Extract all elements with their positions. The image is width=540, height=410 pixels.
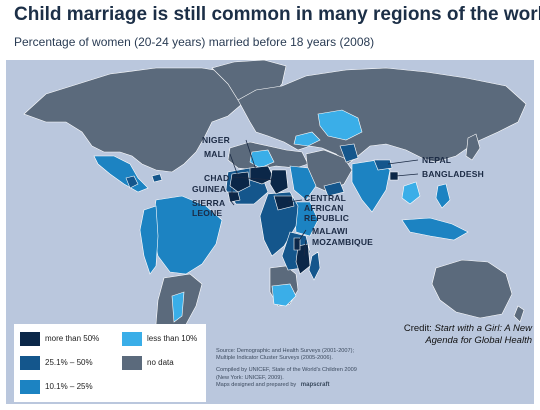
map-legend: more than 50% 25.1% – 50% 10.1% – 25% le… bbox=[14, 324, 206, 402]
legend-swatch bbox=[122, 356, 142, 370]
no-data-landmasses bbox=[23, 60, 527, 361]
credit-prefix: Credit: bbox=[403, 323, 435, 334]
map-title: Child marriage is still common in many r… bbox=[14, 4, 540, 25]
credit-line1: Credit: Start with a Girl: A New bbox=[376, 323, 532, 335]
bangladesh-region bbox=[389, 171, 399, 181]
dominican-region bbox=[151, 173, 163, 183]
new-zealand-region bbox=[513, 305, 525, 323]
south-africa-light-region bbox=[271, 283, 297, 307]
algeria-light-region bbox=[249, 149, 275, 169]
source-line: Multiple Indicator Cluster Surveys (2005… bbox=[216, 355, 333, 362]
central-africa-region bbox=[259, 191, 299, 257]
car-label-line3: REPUBLIC bbox=[304, 213, 350, 223]
world-map bbox=[23, 60, 527, 361]
legend-label: more than 50% bbox=[45, 334, 100, 343]
source-line: (New York: UNICEF, 2009). bbox=[216, 374, 284, 381]
australia-region bbox=[431, 259, 513, 319]
chad-label: CHAD bbox=[204, 173, 230, 183]
car-leader bbox=[287, 199, 303, 203]
more-than-50-regions bbox=[227, 165, 399, 275]
source-notes: Source: Demographic and Health Surveys (… bbox=[216, 348, 386, 389]
central-asia-light-region bbox=[317, 109, 363, 141]
legend-swatch bbox=[20, 380, 40, 394]
malawi-leader bbox=[297, 229, 307, 243]
philippines-region bbox=[435, 183, 451, 209]
niger-label: NIGER bbox=[202, 135, 230, 145]
source-prepared-by: Maps designed and prepared by bbox=[216, 381, 297, 388]
mali-leader bbox=[229, 153, 239, 177]
bangladesh-leader bbox=[395, 173, 419, 177]
nepal-region bbox=[373, 159, 393, 171]
turkey-light-region bbox=[293, 131, 321, 147]
japan-region bbox=[465, 133, 481, 161]
indonesia-region bbox=[401, 217, 469, 241]
guinea-label: GUINEA bbox=[192, 184, 227, 194]
madagascar-region bbox=[308, 251, 321, 281]
world-map-panel: NIGER MALI CHAD GUINEA SIERRA LEONE CENT… bbox=[6, 60, 534, 404]
yemen-region bbox=[323, 181, 345, 197]
legend-swatch bbox=[122, 332, 142, 346]
se-asia-light-region bbox=[401, 181, 421, 205]
legend-label: less than 10% bbox=[147, 334, 198, 343]
nepal-leader bbox=[387, 159, 419, 165]
map-subtitle: Percentage of women (20-24 years) marrie… bbox=[14, 35, 375, 49]
car-label-line1: CENTRAL bbox=[304, 193, 347, 203]
mozambique-label: MOZAMBIQUE bbox=[312, 237, 374, 247]
guatemala-region bbox=[125, 175, 139, 189]
mozambique-region bbox=[295, 243, 311, 275]
p10-25-regions bbox=[93, 155, 469, 275]
mapscraft-logo: mapscraft bbox=[300, 381, 330, 388]
source-line: Compiled by UNICEF, State of the World's… bbox=[216, 367, 357, 374]
malawi-label: MALAWI bbox=[312, 226, 348, 236]
legend-swatch bbox=[20, 356, 40, 370]
mali-label: MALI bbox=[204, 149, 226, 159]
source-line: Maps designed and prepared by mapscraft bbox=[216, 382, 386, 389]
car-label-line2: AFRICAN bbox=[304, 203, 344, 213]
car-region bbox=[273, 195, 295, 211]
legend-swatch bbox=[20, 332, 40, 346]
legend-label: no data bbox=[147, 358, 174, 367]
bangladesh-label: BANGLADESH bbox=[422, 169, 484, 179]
north-east-africa-region bbox=[289, 165, 317, 201]
credit-work-title: Start with a Girl: A New bbox=[434, 323, 533, 334]
niger-leader bbox=[245, 139, 257, 171]
afghanistan-region bbox=[339, 143, 359, 163]
chad-region bbox=[269, 169, 289, 195]
sierra-leone-label-line1: SIERRA bbox=[192, 198, 226, 208]
andes-region bbox=[139, 205, 159, 275]
north-america-region bbox=[23, 67, 251, 173]
sierra-leone-leader bbox=[229, 199, 235, 206]
image-credit: Credit: Start with a Girl: A New Agenda … bbox=[376, 323, 532, 346]
mozambique-leader bbox=[303, 239, 307, 257]
source-line: Source: Demographic and Health Surveys (… bbox=[216, 348, 355, 354]
guinea-region bbox=[227, 191, 241, 203]
chad-leader bbox=[231, 176, 275, 181]
less-than-10-regions bbox=[171, 109, 421, 323]
legend-label: 25.1% – 50% bbox=[45, 358, 93, 367]
nepal-label: NEPAL bbox=[422, 155, 452, 165]
credit-line2: Agenda for Global Health bbox=[376, 335, 532, 347]
argentina-light-region bbox=[171, 291, 185, 323]
credit-work-title-2: Agenda for Global Health bbox=[425, 334, 532, 346]
legend-label: 10.1% – 25% bbox=[45, 382, 93, 391]
sierra-leone-label-line2: LEONE bbox=[192, 208, 223, 218]
label-leader-lines bbox=[229, 139, 419, 257]
